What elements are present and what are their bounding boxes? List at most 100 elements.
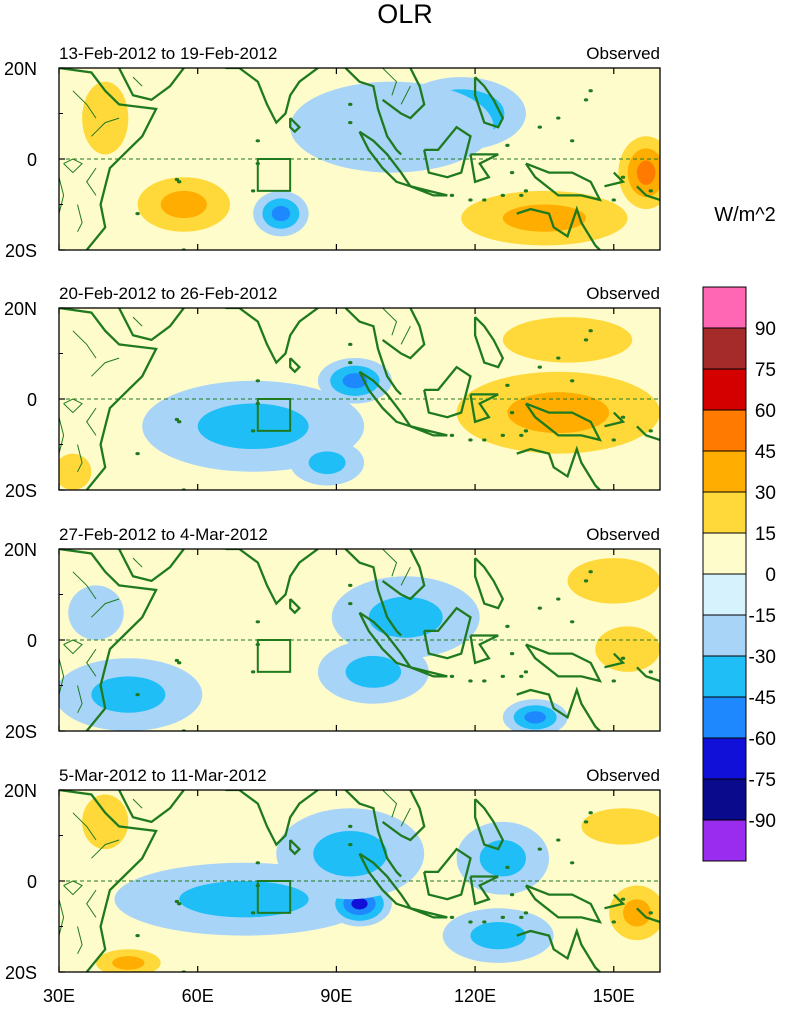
x-tick-label: 120E [454, 986, 496, 1006]
island [468, 679, 473, 683]
island [177, 902, 182, 906]
coastline [604, 893, 626, 910]
coastline [516, 927, 601, 972]
island [174, 417, 180, 422]
anomaly-contour [197, 403, 309, 450]
panel-3: 20N 0 20S 27-Feb-2012 to 4-Mar-2012 Observed [4, 525, 661, 742]
y-tick-label: 20N [4, 540, 37, 560]
island [135, 212, 140, 216]
coastline [516, 205, 601, 250]
island [135, 934, 140, 938]
island [482, 679, 487, 683]
island [500, 915, 506, 920]
island [348, 602, 353, 606]
island [500, 433, 506, 437]
colorbar-label: -45 [749, 688, 776, 709]
anomaly-contour [623, 899, 651, 927]
x-axis: 30E 60E 90E 120E 150E [43, 986, 635, 1006]
coastline [289, 839, 302, 856]
coastline [604, 652, 626, 669]
island [468, 438, 473, 442]
panel-label: Observed [586, 44, 660, 63]
island [537, 125, 542, 129]
island [250, 670, 256, 674]
island [449, 674, 455, 679]
anomaly-contour [82, 794, 129, 850]
coastline [473, 316, 505, 369]
island [519, 915, 524, 920]
anomaly-contour [313, 830, 388, 877]
colorbar-box [702, 696, 747, 739]
coastline [289, 598, 302, 615]
coastline [636, 185, 660, 201]
island [174, 658, 180, 663]
border-line [59, 177, 65, 214]
coastline [59, 549, 158, 731]
coastline [381, 549, 426, 601]
border-line [91, 117, 120, 137]
colorbar-box [702, 368, 747, 411]
panel-label: Observed [586, 525, 660, 544]
border-line [91, 598, 120, 618]
chart-title: OLR [377, 0, 433, 29]
panel-label: Observed [586, 284, 660, 303]
coastline [516, 686, 601, 731]
coastline [289, 117, 302, 134]
island [505, 865, 510, 869]
coastline [469, 634, 499, 665]
coastline [118, 68, 185, 102]
island [569, 379, 575, 383]
island [519, 433, 524, 437]
island [519, 674, 524, 679]
island [569, 861, 575, 865]
anomaly-field [59, 558, 660, 731]
panel-2: 20N 0 20S 20-Feb-2012 to 26-Feb-2012 Observe… [4, 284, 661, 501]
island [583, 338, 589, 342]
island [135, 452, 140, 456]
border-line [382, 308, 398, 336]
colorbar-box [702, 819, 747, 862]
anomaly-contour [351, 898, 368, 910]
island [468, 198, 473, 202]
x-tick-label: 60E [182, 986, 214, 1006]
anomaly-contour [595, 626, 660, 672]
island [255, 379, 260, 383]
island [509, 893, 515, 897]
coastline [604, 171, 626, 188]
border-line [72, 812, 97, 841]
border-line [382, 68, 398, 96]
panel-period: 13-Feb-2012 to 19-Feb-2012 [59, 44, 277, 63]
island [348, 583, 353, 588]
border-line [86, 889, 97, 918]
colorbar-label: -15 [749, 606, 776, 627]
coastline [381, 790, 426, 842]
island [588, 329, 593, 333]
island [556, 356, 561, 360]
x-tick-label: 30E [43, 986, 75, 1006]
island [174, 899, 180, 904]
coastline [381, 68, 426, 120]
island [468, 920, 473, 924]
anomaly-contour [470, 921, 526, 950]
coastline [636, 666, 660, 683]
border-line [59, 658, 65, 695]
border-line [59, 417, 65, 454]
colorbar-box [702, 532, 747, 575]
panel-period: 27-Feb-2012 to 4-Mar-2012 [59, 525, 268, 544]
island [611, 679, 616, 683]
coastline [524, 643, 603, 683]
colorbar-label: -75 [749, 770, 776, 791]
coastline [473, 798, 505, 851]
border-line [86, 167, 97, 196]
anomaly-field [59, 317, 660, 490]
island [523, 911, 529, 915]
island [255, 620, 260, 624]
coastline [409, 666, 448, 678]
colorbar-box [702, 409, 747, 452]
island [523, 670, 529, 674]
coastline [344, 790, 402, 878]
coastline [225, 68, 319, 125]
coastline [524, 162, 603, 202]
island [482, 198, 487, 202]
